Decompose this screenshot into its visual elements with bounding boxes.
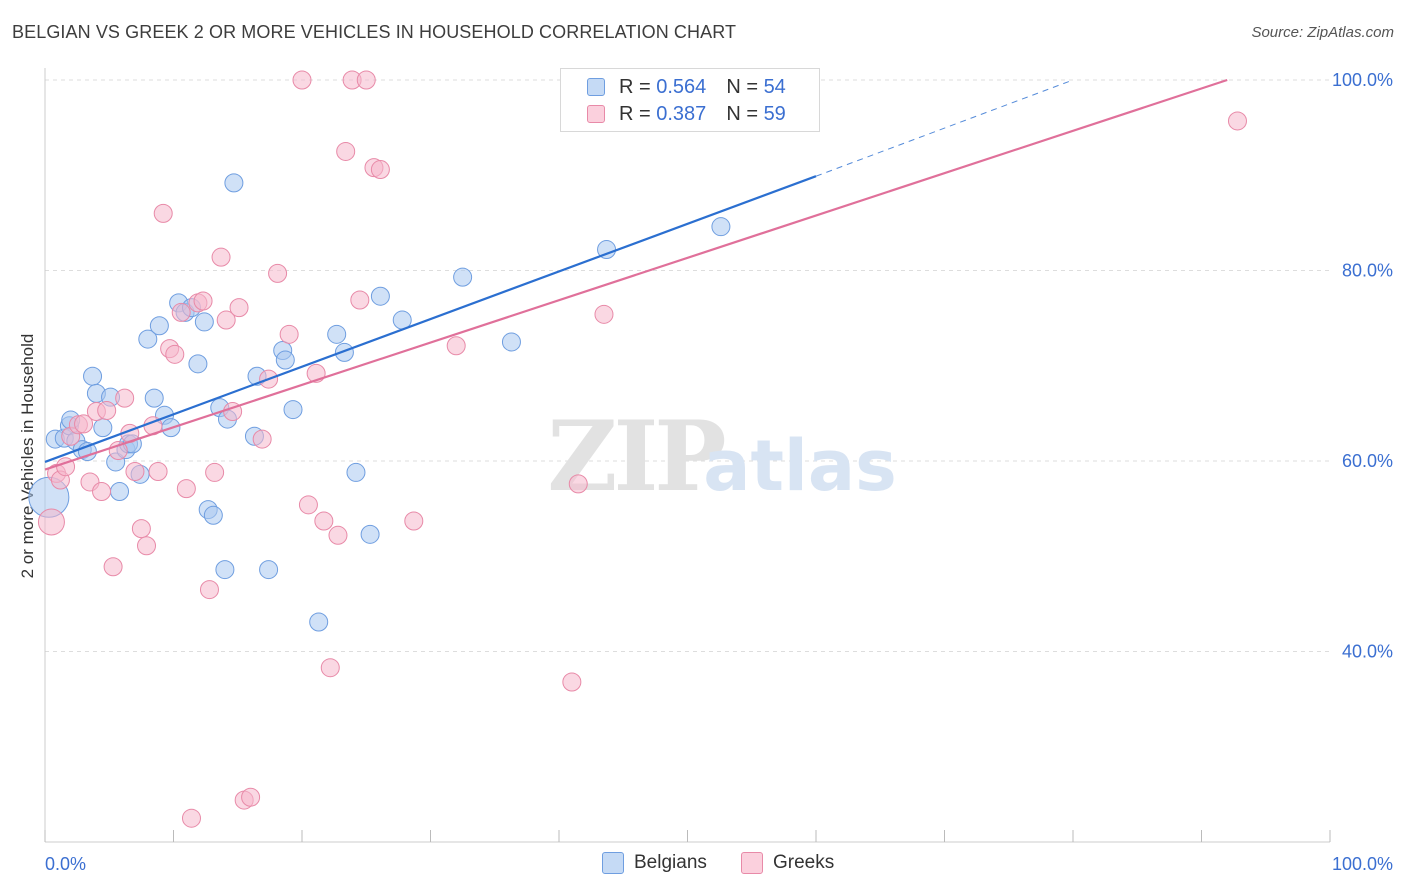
x-tick-label-max: 100.0% <box>1332 854 1393 874</box>
x-tick-label-min: 0.0% <box>45 854 86 874</box>
greek-point <box>211 247 231 267</box>
greek-point <box>199 580 219 600</box>
belgian-point <box>453 267 473 287</box>
greek-point <box>298 495 318 515</box>
belgian-point <box>224 173 244 193</box>
greek-point <box>205 462 225 482</box>
greeks-n-label: N = <box>726 102 758 125</box>
belgian-point <box>93 418 113 438</box>
watermark-atlas: atlas <box>703 425 897 507</box>
greek-point <box>328 525 348 545</box>
greek-point <box>165 344 185 364</box>
belgian-point <box>188 354 208 374</box>
belgian-point <box>370 286 390 306</box>
belgian-point <box>334 342 354 362</box>
greek-point <box>1227 111 1247 131</box>
greek-point <box>216 310 236 330</box>
belgian-point <box>309 612 329 632</box>
belgians-n-value: 54 <box>763 75 786 98</box>
greek-point <box>181 808 201 828</box>
belgian-point <box>215 560 235 580</box>
greek-point <box>171 302 191 322</box>
chart-title: BELGIAN VS GREEK 2 OR MORE VEHICLES IN H… <box>12 22 737 42</box>
belgian-point <box>194 312 214 332</box>
belgian-point <box>711 217 731 237</box>
belgian-point <box>259 560 279 580</box>
belgians-r-value: 0.564 <box>656 75 707 98</box>
belgians-legend-swatch <box>602 852 624 874</box>
source-label: Source: ZipAtlas.com <box>1251 24 1394 41</box>
greek-point <box>594 304 614 324</box>
belgians-trend-line <box>44 175 817 463</box>
greek-point <box>568 474 588 494</box>
stats-legend: R = 0.564 N = 54 R = 0.387 N = 59 <box>560 68 820 132</box>
belgians-trend-extension <box>815 79 1074 177</box>
greek-point <box>103 557 123 577</box>
greek-point <box>252 429 272 449</box>
greek-point <box>241 787 261 807</box>
belgians-r-label: R = <box>619 75 651 98</box>
y-tick-label: 60.0% <box>1342 451 1393 471</box>
greek-point <box>350 290 370 310</box>
greeks-r-label: R = <box>619 102 651 125</box>
greek-point <box>562 672 582 692</box>
belgian-point <box>83 366 103 386</box>
greek-point <box>193 291 213 311</box>
greek-point <box>446 336 466 356</box>
belgian-point <box>138 329 158 349</box>
greek-point <box>404 511 424 531</box>
belgian-point <box>203 505 223 525</box>
greeks-legend-label: Greeks <box>773 852 835 873</box>
greek-point <box>268 263 288 283</box>
greeks-trend-line <box>44 78 1228 471</box>
greek-point <box>370 160 390 180</box>
legend-item-greeks[interactable]: Greeks <box>741 852 834 874</box>
greek-point <box>125 461 145 481</box>
y-tick-label: 100.0% <box>1332 70 1393 90</box>
greek-point <box>74 414 94 434</box>
belgian-point <box>501 332 521 352</box>
belgian-point <box>283 400 303 420</box>
belgian-point <box>327 324 347 344</box>
greek-point <box>336 141 356 161</box>
greek-point <box>148 461 168 481</box>
greek-point <box>97 401 117 421</box>
belgian-point <box>275 350 295 370</box>
greek-point <box>279 324 299 344</box>
greek-point <box>153 203 173 223</box>
belgian-point <box>110 481 130 501</box>
legend-item-belgians[interactable]: Belgians <box>602 852 707 874</box>
greek-point <box>314 511 334 531</box>
legend-row-belgians: R = 0.564 N = 54 <box>561 73 786 101</box>
belgians-legend-label: Belgians <box>634 852 707 873</box>
greeks-swatch <box>587 105 605 123</box>
greeks-legend-swatch <box>741 852 763 874</box>
greek-point <box>37 508 65 536</box>
greek-point <box>92 481 112 501</box>
y-tick-label: 40.0% <box>1342 642 1393 662</box>
belgian-point <box>346 462 366 482</box>
greek-point <box>137 536 157 556</box>
watermark-zip: ZIP <box>547 400 724 513</box>
belgian-point <box>144 388 164 408</box>
greek-point <box>229 298 249 318</box>
greek-point <box>320 658 340 678</box>
belgians-swatch <box>587 78 605 96</box>
greek-point <box>131 519 151 539</box>
greeks-n-value: 59 <box>763 102 786 125</box>
belgians-n-label: N = <box>726 75 758 98</box>
greek-point <box>356 70 376 90</box>
legend-row-greeks: R = 0.387 N = 59 <box>561 100 786 128</box>
greek-point <box>292 70 312 90</box>
greek-point <box>115 388 135 408</box>
greek-point <box>176 479 196 499</box>
greeks-r-value: 0.387 <box>656 102 707 125</box>
belgian-point <box>149 316 169 336</box>
y-tick-label: 80.0% <box>1342 261 1393 281</box>
belgian-point <box>360 524 380 544</box>
